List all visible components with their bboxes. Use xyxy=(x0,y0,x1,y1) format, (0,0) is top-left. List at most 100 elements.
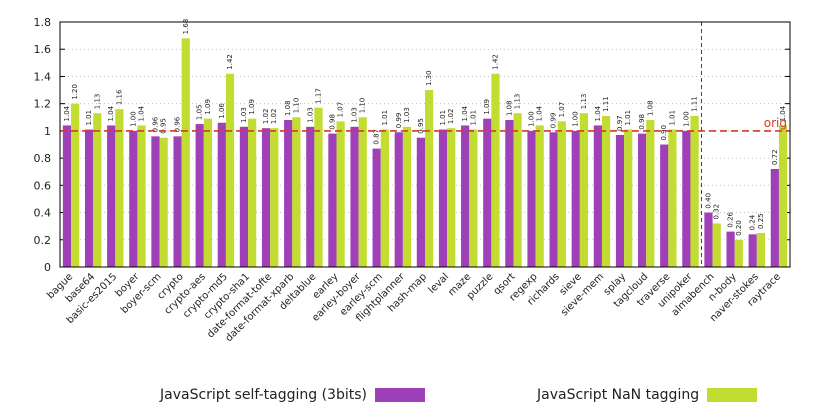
data-label-self-earley-boyer: 1.03 xyxy=(351,107,359,123)
data-label-self-earley: 0.98 xyxy=(328,114,336,130)
bar-self-flightplanner xyxy=(394,132,403,267)
bar-self-naver-stokes xyxy=(748,234,757,267)
bar-nan-crypto-aes xyxy=(203,118,212,267)
reference-line-label: orig xyxy=(764,116,787,130)
data-label-self-crypto-aes: 1.05 xyxy=(196,104,204,120)
bar-self-crypto-md5 xyxy=(217,122,226,267)
data-label-self-n-body: 0.26 xyxy=(727,211,735,227)
data-label-nan-bague: 1.20 xyxy=(71,84,79,100)
y-tick-label: 1.2 xyxy=(34,98,52,111)
bar-nan-tagcloud xyxy=(646,120,655,267)
data-label-self-crypto: 0.96 xyxy=(174,116,182,132)
bar-self-earley xyxy=(328,133,337,267)
data-label-nan-raytrace: 1.04 xyxy=(779,105,787,121)
data-label-nan-naver-stokes: 0.25 xyxy=(757,213,765,229)
bar-self-splay xyxy=(615,134,625,267)
data-label-nan-date-format-xparb: 1.10 xyxy=(292,98,300,114)
data-label-nan-n-body: 0.20 xyxy=(735,220,743,236)
bar-nan-sieve xyxy=(579,113,589,267)
data-label-self-sieve-mem: 1.04 xyxy=(594,105,602,121)
bar-self-tagcloud xyxy=(638,133,647,267)
bar-nan-traverse xyxy=(668,129,677,267)
plot-frame xyxy=(59,21,791,268)
bar-self-maze xyxy=(461,125,470,267)
data-label-self-richards: 0.99 xyxy=(550,113,558,129)
bar-self-earley-boyer xyxy=(350,126,359,267)
bar-self-basic-es2015 xyxy=(107,125,116,267)
y-tick-label: 0.8 xyxy=(34,152,52,165)
data-label-nan-sieve-mem: 1.11 xyxy=(602,96,610,112)
data-label-nan-traverse: 1.01 xyxy=(668,110,676,126)
data-label-self-unipoker: 1.00 xyxy=(682,111,690,127)
data-label-nan-earley: 1.07 xyxy=(337,102,345,118)
bar-nan-deltablue xyxy=(314,107,323,267)
bar-self-hash-map xyxy=(416,137,425,267)
bar-nan-earley xyxy=(336,121,345,267)
bar-self-unipoker xyxy=(682,130,691,267)
data-label-nan-boyer: 1.04 xyxy=(138,105,146,121)
bar-self-boyer xyxy=(129,130,138,267)
y-tick-label: 0.6 xyxy=(34,179,52,192)
bar-self-richards xyxy=(549,132,558,267)
bar-nan-basic-es2015 xyxy=(115,109,124,267)
bar-nan-earley-boyer xyxy=(358,117,367,268)
legend-label-nan-tagging: JavaScript NaN tagging xyxy=(537,387,700,403)
bar-nan-crypto-sha1 xyxy=(248,118,257,267)
bar-self-deltablue xyxy=(306,126,315,267)
data-label-self-crypto-sha1: 1.03 xyxy=(240,107,248,123)
bar-nan-sieve-mem xyxy=(601,115,611,268)
legend-swatch-nan-tagging xyxy=(707,388,758,402)
data-label-self-tagcloud: 0.98 xyxy=(638,114,646,130)
data-label-nan-richards: 1.07 xyxy=(558,102,566,118)
data-label-self-qsort: 1.08 xyxy=(505,100,513,116)
data-label-nan-almabench: 0.32 xyxy=(713,204,721,220)
data-label-nan-sieve: 1.13 xyxy=(580,94,588,110)
bar-nan-n-body xyxy=(734,239,743,267)
bar-self-earley-scm xyxy=(372,148,381,267)
y-tick-label: 0 xyxy=(44,261,51,274)
bar-self-traverse xyxy=(660,144,669,267)
bar-self-sieve-mem xyxy=(593,125,602,267)
data-label-self-maze: 1.04 xyxy=(461,105,469,121)
bar-nan-qsort xyxy=(513,113,522,267)
data-label-nan-unipoker: 1.11 xyxy=(691,96,699,112)
bar-nan-regexp xyxy=(535,125,544,267)
data-label-nan-flightplanner: 1.03 xyxy=(403,107,411,123)
data-label-self-puzzle: 1.09 xyxy=(483,99,491,115)
bar-self-crypto xyxy=(173,136,182,267)
bar-self-base64 xyxy=(84,129,94,267)
bar-nan-date-format-tofte xyxy=(270,128,279,267)
bar-self-date-format-tofte xyxy=(261,128,271,267)
bar-nan-unipoker xyxy=(690,115,699,268)
y-tick-label: 1.4 xyxy=(34,70,52,83)
data-label-nan-leval: 1.02 xyxy=(447,109,455,125)
legend-entry-self-tagging: JavaScript self-tagging (3bits) xyxy=(160,383,425,407)
data-label-self-bague: 1.04 xyxy=(63,105,71,121)
data-label-nan-boyer-scm: 0.95 xyxy=(160,118,168,134)
bar-nan-crypto xyxy=(181,38,190,268)
bar-nan-date-format-xparb xyxy=(292,117,301,268)
bar-self-crypto-aes xyxy=(195,124,204,267)
bar-nan-crypto-md5 xyxy=(225,73,235,267)
data-label-self-crypto-md5: 1.06 xyxy=(218,103,226,119)
data-label-nan-crypto: 1.68 xyxy=(182,19,190,35)
data-label-self-earley-scm: 0.87 xyxy=(373,129,381,145)
data-label-nan-earley-boyer: 1.10 xyxy=(359,98,367,114)
data-label-self-leval: 1.01 xyxy=(439,110,447,126)
data-label-self-sieve: 1.00 xyxy=(572,111,580,127)
bar-self-puzzle xyxy=(483,118,492,267)
bar-nan-raytrace xyxy=(778,125,788,267)
data-label-nan-crypto-md5: 1.42 xyxy=(226,54,234,70)
data-label-nan-splay: 1.01 xyxy=(624,110,632,126)
bar-self-n-body xyxy=(726,231,735,267)
data-label-nan-tagcloud: 1.08 xyxy=(646,100,654,116)
y-tick-label: 1 xyxy=(44,125,51,138)
data-label-self-date-format-tofte: 1.02 xyxy=(262,109,270,125)
data-label-self-almabench: 0.40 xyxy=(704,193,712,209)
data-label-self-hash-map: 0.95 xyxy=(417,118,425,134)
y-tick-label: 1.6 xyxy=(34,43,52,56)
data-label-self-raytrace: 0.72 xyxy=(771,149,779,165)
data-label-self-boyer-scm: 0.96 xyxy=(151,116,159,132)
bar-self-regexp xyxy=(527,130,536,267)
data-label-nan-deltablue: 1.17 xyxy=(314,88,322,104)
